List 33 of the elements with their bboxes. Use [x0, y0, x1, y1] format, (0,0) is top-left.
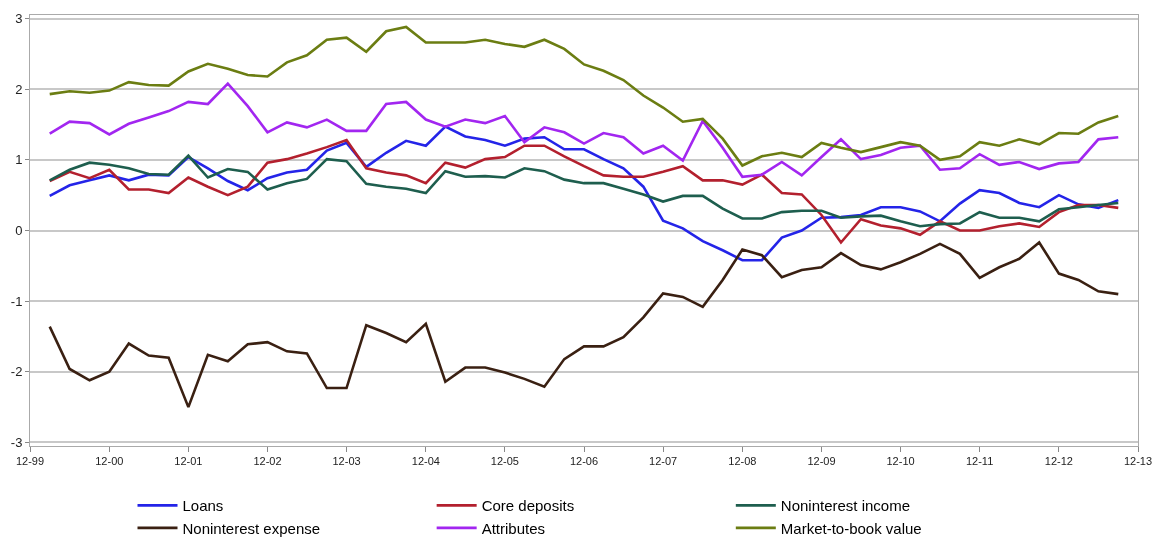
- x-tick-label: 12-13: [1123, 455, 1153, 468]
- legend-label: Noninterest income: [780, 497, 911, 515]
- y-tick-label: 0: [15, 223, 23, 239]
- y-tick-label: 3: [15, 11, 23, 27]
- x-tick-label: 12-01: [174, 455, 203, 468]
- x-tick-label: 12-00: [95, 455, 124, 468]
- line-series: [48, 154, 1120, 228]
- x-tick-label: 12-99: [15, 455, 45, 468]
- x-tick-label: 12-02: [253, 455, 282, 468]
- legend-label: Market-to-book value: [780, 519, 922, 537]
- x-tick-label: 12-09: [807, 455, 836, 468]
- y-tick-label: -3: [10, 435, 23, 451]
- line-series: [48, 138, 1120, 244]
- line-series: [48, 25, 1120, 167]
- x-tick-label: 12-07: [649, 455, 678, 468]
- x-tick-label: 12-04: [411, 455, 440, 468]
- y-tick-label: -2: [10, 364, 23, 380]
- legend-label: Attributes: [481, 519, 546, 537]
- y-tick-label: 2: [15, 81, 23, 97]
- x-tick-label: 12-03: [332, 455, 361, 468]
- legend-label: Core deposits: [481, 497, 575, 515]
- x-tick-label: 12-11: [965, 455, 994, 468]
- y-tick-label: -1: [10, 293, 23, 309]
- x-tick-label: 12-10: [886, 455, 915, 468]
- x-tick-label: 12-08: [728, 455, 757, 468]
- legend-label: Loans: [182, 497, 224, 515]
- legend-label: Noninterest expense: [182, 519, 321, 537]
- y-tick-label: 1: [15, 152, 23, 168]
- x-tick-label: 12-06: [569, 455, 599, 468]
- x-tick-label: 12-05: [490, 455, 519, 468]
- x-tick-label: 12-12: [1044, 455, 1073, 468]
- line-series: [48, 82, 1120, 179]
- line-series: [48, 241, 1120, 409]
